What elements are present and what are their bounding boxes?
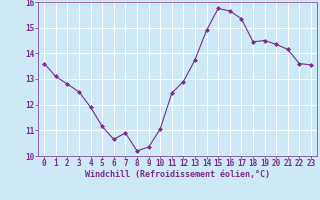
X-axis label: Windchill (Refroidissement éolien,°C): Windchill (Refroidissement éolien,°C)	[85, 170, 270, 179]
